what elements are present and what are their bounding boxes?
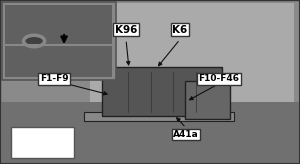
FancyBboxPatch shape [0, 102, 300, 164]
Text: K96: K96 [115, 25, 137, 34]
FancyBboxPatch shape [184, 81, 230, 119]
Text: K6: K6 [172, 25, 188, 34]
FancyBboxPatch shape [5, 5, 112, 77]
FancyBboxPatch shape [90, 3, 294, 107]
Text: F1-F9: F1-F9 [40, 74, 68, 83]
FancyBboxPatch shape [84, 112, 234, 121]
Text: F10-F46: F10-F46 [199, 74, 239, 83]
FancyBboxPatch shape [11, 127, 74, 158]
Text: A41a: A41a [173, 130, 199, 139]
Circle shape [24, 35, 45, 47]
FancyBboxPatch shape [2, 2, 116, 80]
FancyBboxPatch shape [102, 67, 222, 116]
